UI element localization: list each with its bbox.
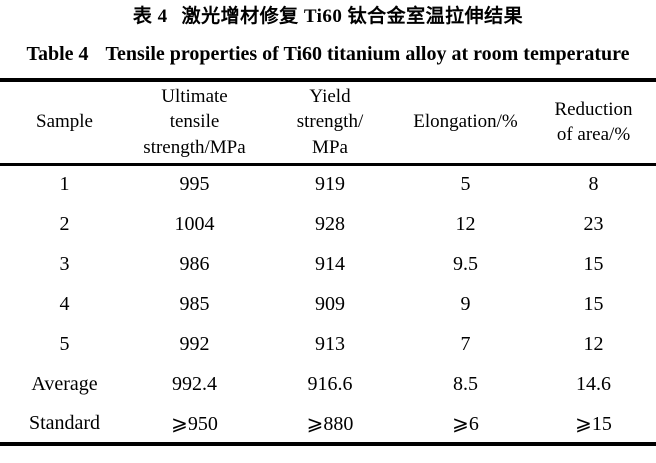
table-cell: Average — [31, 372, 98, 395]
table-cell: 15 — [583, 292, 604, 315]
table-cell: ⩾15 — [575, 412, 612, 435]
table-cell: 916.6 — [307, 372, 353, 395]
table-cell: 5 — [460, 173, 471, 196]
table-cell: 12 — [583, 332, 604, 355]
table-cell: 2 — [59, 212, 70, 235]
table-caption-en-label: Table 4 — [26, 42, 89, 65]
table-cell: 1 — [59, 173, 70, 196]
table-cell: 9.5 — [453, 252, 478, 275]
table-cell: 14.6 — [576, 372, 611, 395]
table-cell: 9 — [460, 292, 471, 315]
tensile-properties-table: Sample Ultimate tensile strength/MPa Yie… — [0, 77, 656, 447]
table-cell: 15 — [583, 252, 604, 275]
table-row-sample-4: 4 985 909 9 15 — [0, 284, 656, 324]
table-cell: 992 — [179, 332, 210, 355]
table-caption-cn-label: 表 4 — [132, 6, 168, 27]
table-row-sample-2: 2 1004 928 12 23 — [0, 204, 656, 244]
table-cell: 8.5 — [453, 372, 478, 395]
col-header-ultimate-tensile-strength: Ultimate tensile strength/MPa — [143, 85, 246, 159]
paper-table-page: 表 4 激光增材修复 Ti60 钛合金室温拉伸结果 Table 4 Tensile … — [0, 6, 656, 463]
table-cell: ⩾950 — [171, 412, 218, 435]
table-row-average: Average 992.4 916.6 8.5 14.6 — [0, 364, 656, 404]
table-caption-en-text: Tensile properties of Ti60 titanium allo… — [105, 42, 630, 65]
table-row-sample-5: 5 992 913 7 12 — [0, 324, 656, 364]
table-row-sample-3: 3 986 914 9.5 15 — [0, 244, 656, 284]
table-cell: ⩾6 — [452, 412, 479, 435]
col-header-elongation: Elongation/% — [413, 111, 518, 133]
table-cell: 7 — [460, 332, 471, 355]
table-cell: 985 — [179, 292, 210, 315]
table-cell: 12 — [455, 212, 476, 235]
table-cell: 4 — [59, 292, 70, 315]
table-cell: 23 — [583, 212, 604, 235]
table-cell: 8 — [588, 173, 599, 196]
table-cell: 5 — [59, 332, 70, 355]
table-cell: ⩾880 — [306, 412, 354, 435]
table-row-standard: Standard ⩾950 ⩾880 ⩾6 ⩾15 — [0, 404, 656, 444]
col-header-sample: Sample — [36, 111, 93, 133]
table-cell: 914 — [315, 252, 345, 275]
col-header-yield-strength: Yield strength/ MPa — [296, 85, 364, 159]
table-cell: 986 — [179, 252, 210, 275]
table-cell: 913 — [315, 332, 345, 355]
table-cell: 992.4 — [172, 372, 217, 395]
table-cell: 919 — [315, 173, 345, 196]
table-caption-cn: 表 4 激光增材修复 Ti60 钛合金室温拉伸结果 — [0, 6, 656, 29]
col-header-reduction-of-area: Reduction of area/% — [554, 98, 633, 146]
table-cell: 928 — [315, 212, 345, 235]
table-cell: 995 — [179, 173, 210, 196]
table-caption-en: Table 4 Tensile properties of Ti60 titani… — [0, 42, 656, 66]
header-row: Sample Ultimate tensile strength/MPa Yie… — [0, 80, 656, 165]
table-row-sample-1: 1 995 919 5 8 — [0, 164, 656, 204]
table-cell: Standard — [28, 411, 101, 434]
table-cell: 1004 — [174, 212, 215, 235]
table-cell: 909 — [315, 292, 345, 315]
table-cell: 3 — [59, 252, 70, 275]
table-caption-cn-text: 激光增材修复 Ti60 钛合金室温拉伸结果 — [181, 6, 524, 27]
